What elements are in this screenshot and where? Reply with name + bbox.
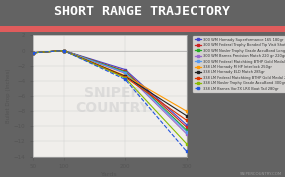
Y-axis label: Bullet Drop (Inches): Bullet Drop (Inches) [6, 69, 11, 123]
Text: SNIPER
COUNTRY: SNIPER COUNTRY [76, 86, 150, 115]
Legend: 300 WM Hornady Superformance 165 180gr, 300 WM Federal Trophy Bonded Tip Visit S: 300 WM Hornady Superformance 165 180gr, … [193, 36, 285, 93]
X-axis label: Yards: Yards [101, 172, 118, 177]
Text: SNIPERCOUNTRY.COM: SNIPERCOUNTRY.COM [240, 172, 282, 176]
Text: SHORT RANGE TRAJECTORY: SHORT RANGE TRAJECTORY [54, 5, 231, 18]
